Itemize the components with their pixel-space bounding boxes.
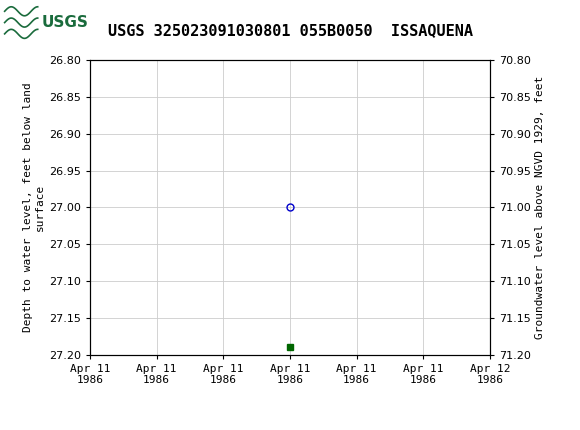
- Y-axis label: Groundwater level above NGVD 1929, feet: Groundwater level above NGVD 1929, feet: [535, 76, 545, 339]
- Y-axis label: Depth to water level, feet below land
surface: Depth to water level, feet below land su…: [23, 83, 45, 332]
- Text: USGS 325023091030801 055B0050  ISSAQUENA: USGS 325023091030801 055B0050 ISSAQUENA: [107, 24, 473, 38]
- FancyBboxPatch shape: [3, 3, 78, 42]
- Text: USGS: USGS: [42, 15, 89, 30]
